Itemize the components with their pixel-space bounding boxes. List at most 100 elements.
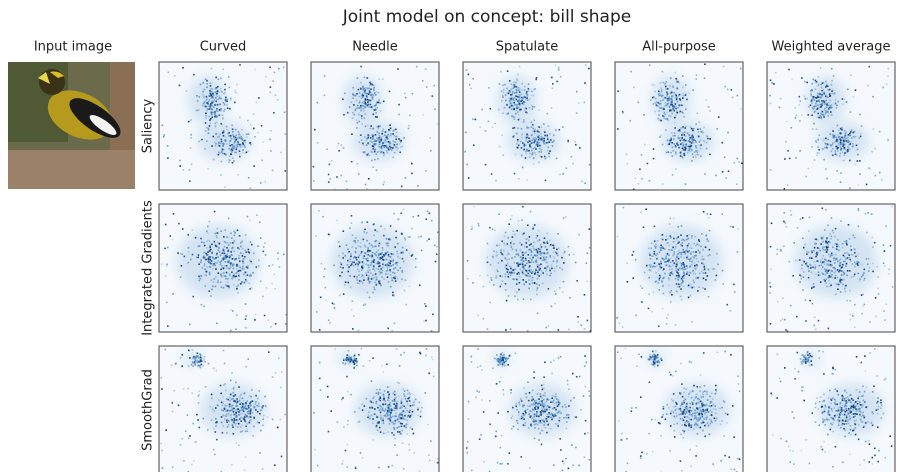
heatmap-pixel: [869, 321, 871, 323]
heatmap-pixel: [210, 88, 212, 90]
heatmap-pixel: [205, 258, 207, 261]
heatmap-pixel: [658, 118, 661, 121]
heatmap-pixel: [533, 249, 535, 251]
heatmap-pixel: [273, 273, 276, 276]
heatmap-pixel: [525, 148, 528, 151]
heatmap-pixel: [377, 406, 379, 409]
heatmap-pixel: [562, 173, 564, 175]
heatmap-pixel: [253, 165, 255, 167]
heatmap-pixel: [840, 143, 842, 145]
heatmap-pixel: [547, 265, 549, 267]
heatmap-pixel: [677, 253, 679, 255]
heatmap-pixel: [842, 254, 845, 257]
heatmap-pixel: [222, 286, 225, 289]
heatmap-glow: [187, 75, 228, 126]
heatmap-pixel: [687, 149, 690, 152]
heatmap-pixel: [541, 282, 544, 285]
heatmap-pixel: [211, 88, 214, 90]
heatmap-pixel: [284, 323, 287, 325]
heatmap-pixel: [241, 240, 244, 243]
heatmap-pixel: [404, 418, 406, 421]
heatmap-pixel: [538, 275, 540, 277]
heatmap-pixel: [337, 142, 340, 145]
heatmap-pixel: [374, 109, 376, 111]
heatmap-pixel: [205, 112, 207, 115]
heatmap-pixel: [661, 307, 664, 310]
heatmap-pixel: [672, 241, 675, 243]
heatmap-pixel: [683, 271, 685, 273]
heatmap-pixel: [199, 356, 202, 358]
heatmap-pixel: [384, 403, 387, 406]
heatmap-pixel: [233, 417, 235, 420]
heatmap-pixel: [225, 96, 227, 99]
heatmap-pixel: [345, 362, 347, 364]
heatmap-pixel: [247, 248, 250, 251]
heatmap-pixel: [203, 88, 206, 91]
heatmap-pixel: [215, 257, 217, 259]
heatmap-pixel: [532, 245, 534, 248]
heatmap-pixel: [210, 112, 213, 115]
heatmap-pixel: [216, 322, 218, 325]
heatmap-pixel: [828, 259, 830, 262]
heatmap-pixel: [380, 392, 382, 394]
heatmap-pixel: [224, 91, 226, 94]
heatmap-pixel: [222, 135, 225, 137]
heatmap-pixel: [223, 272, 225, 274]
heatmap-pixel: [722, 65, 725, 68]
heatmap-pixel: [394, 444, 396, 446]
heatmap-pixel: [370, 93, 372, 96]
heatmap-pixel: [215, 86, 218, 89]
heatmap-pixel: [230, 138, 232, 140]
heatmap-pixel: [208, 125, 211, 127]
heatmap-pixel: [521, 83, 523, 85]
heatmap-pixel: [577, 316, 579, 318]
heatmap-pixel: [844, 132, 847, 135]
heatmap-pixel: [517, 252, 519, 255]
heatmap-pixel: [849, 187, 851, 190]
heatmap-pixel: [817, 100, 820, 102]
heatmap-pixel: [230, 144, 232, 147]
heatmap-pixel: [690, 286, 692, 288]
heatmap-pixel: [210, 94, 213, 97]
heatmap-pixel: [194, 441, 197, 443]
heatmap-pixel: [380, 409, 383, 412]
heatmap-pixel: [400, 354, 402, 356]
heatmap-pixel: [528, 266, 530, 268]
heatmap-pixel: [368, 84, 371, 87]
heatmap-pixel: [819, 67, 822, 69]
heatmap-pixel: [833, 262, 836, 264]
heatmap-pixel: [689, 294, 692, 297]
heatmap-pixel: [280, 151, 282, 154]
heatmap-pixel: [660, 266, 663, 269]
heatmap-pixel: [526, 136, 528, 139]
heatmap-pixel: [795, 114, 798, 117]
heatmap-pixel: [386, 266, 388, 268]
heatmap-pixel: [383, 140, 385, 143]
heatmap-pixel: [222, 275, 224, 277]
heatmap-pixel: [218, 135, 220, 137]
heatmap-pixel: [621, 110, 624, 113]
heatmap-pixel: [513, 172, 516, 175]
heatmap-pixel: [809, 257, 811, 259]
heatmap-pixel: [202, 256, 204, 258]
heatmap-pixel: [805, 320, 807, 322]
heatmap-pixel: [211, 408, 214, 411]
heatmap-pixel: [360, 104, 362, 107]
heatmap-pixel: [505, 329, 507, 331]
heatmap-pixel: [365, 272, 367, 274]
heatmap-pixel: [865, 231, 868, 234]
heatmap-pixel: [338, 150, 340, 152]
heatmap-pixel: [270, 150, 272, 152]
heatmap-pixel: [389, 134, 392, 137]
wing-patch: [89, 114, 117, 136]
heatmap-pixel: [538, 284, 541, 286]
heatmap-pixel: [704, 63, 706, 66]
heatmap-pixel: [357, 256, 360, 259]
heatmap-pixel: [381, 130, 384, 132]
heatmap-pixel: [510, 246, 513, 248]
heatmap-pixel: [386, 414, 389, 416]
heatmap-pixel: [392, 392, 395, 395]
heatmap-pixel: [401, 271, 404, 274]
heatmap-pixel: [837, 288, 839, 290]
heatmap-pixel: [823, 246, 826, 248]
